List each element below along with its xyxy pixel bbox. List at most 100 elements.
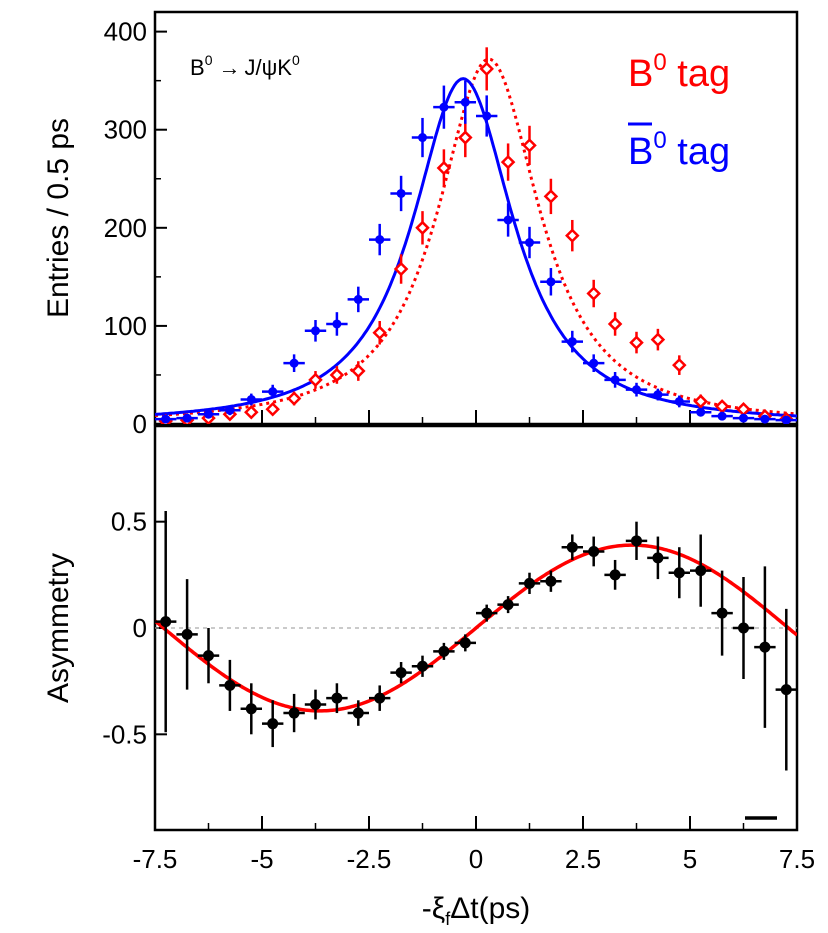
data-point — [717, 411, 727, 421]
data-point — [353, 294, 363, 304]
legend: B0 tag B0 tag — [628, 49, 730, 173]
legend-b0bar-tag: B0 tag — [628, 127, 730, 173]
y-tick-label: 0 — [133, 409, 147, 439]
data-point — [204, 409, 213, 419]
data-point — [460, 97, 470, 107]
data-point — [182, 413, 192, 423]
data-point — [609, 569, 621, 581]
data-point — [288, 707, 300, 719]
data-point — [393, 261, 409, 277]
y-tick-label: 0 — [133, 613, 147, 643]
data-point — [268, 387, 278, 397]
data-point — [332, 319, 342, 329]
b0-tag-points — [158, 47, 794, 424]
data-point — [610, 375, 620, 385]
legend-b0-tag: B0 tag — [628, 49, 730, 95]
data-point — [224, 679, 236, 691]
y-tick-label: 0.5 — [111, 507, 147, 537]
data-point — [543, 189, 559, 204]
data-point — [479, 61, 494, 77]
data-point — [503, 215, 513, 225]
data-point — [632, 385, 641, 395]
data-point — [546, 277, 556, 287]
data-point — [481, 607, 493, 619]
data-point — [566, 541, 578, 553]
data-point — [160, 616, 172, 628]
data-point — [329, 367, 345, 383]
data-point — [375, 235, 385, 245]
data-point — [589, 358, 599, 368]
data-point — [629, 335, 644, 350]
y-tick-label: 200 — [104, 213, 147, 243]
data-point — [246, 394, 256, 404]
data-point — [739, 413, 748, 423]
data-point — [395, 667, 407, 679]
data-point — [311, 326, 320, 336]
data-point — [289, 358, 299, 368]
data-point — [716, 607, 728, 619]
data-point — [524, 577, 535, 589]
data-point — [652, 552, 664, 564]
data-point — [673, 567, 685, 579]
data-point — [781, 415, 791, 424]
data-point — [674, 396, 684, 406]
data-point — [500, 154, 516, 170]
data-point — [372, 325, 387, 341]
data-point — [438, 645, 450, 657]
data-point — [760, 414, 770, 424]
data-point — [482, 111, 492, 121]
y-tick-label: 100 — [104, 311, 147, 341]
data-point — [458, 130, 473, 145]
data-point — [502, 599, 514, 611]
b0-tag-fit-curve — [155, 57, 797, 417]
data-point — [244, 404, 259, 420]
x-tick-label: -2.5 — [347, 844, 392, 874]
data-point — [672, 357, 687, 373]
bottom-y-axis-label: Asymmetry — [42, 553, 75, 703]
data-point — [693, 394, 708, 409]
data-point — [351, 363, 366, 379]
data-point — [522, 138, 537, 153]
data-point — [759, 641, 771, 653]
data-point — [459, 637, 471, 649]
asymmetry-fit-curve — [155, 543, 797, 713]
data-point — [586, 286, 601, 301]
b0bar-tag-points — [155, 80, 797, 424]
x-tick-label: 7.5 — [779, 844, 815, 874]
data-point — [161, 414, 171, 424]
data-point — [439, 102, 449, 112]
data-point — [436, 160, 452, 176]
data-point — [545, 575, 557, 587]
data-point — [310, 699, 321, 711]
data-point — [415, 220, 430, 236]
data-point — [417, 660, 428, 672]
x-tick-label: 5 — [683, 844, 697, 874]
data-point — [525, 238, 534, 248]
top-y-axis-label: Entries / 0.5 ps — [42, 118, 75, 318]
data-point — [695, 565, 707, 577]
y-tick-label: -0.5 — [102, 719, 147, 749]
data-point — [308, 372, 323, 388]
data-point — [565, 228, 580, 243]
data-point — [607, 316, 623, 332]
decay-annotation: B0 → J/ψK0 — [190, 52, 300, 80]
data-point — [653, 390, 663, 400]
data-point — [203, 650, 214, 662]
top-y-axis: 0 100 200 300 400 — [104, 17, 167, 439]
x-tick-label: 0 — [469, 844, 483, 874]
data-point — [225, 405, 235, 415]
x-tick-label: -5 — [250, 844, 273, 874]
x-tick-label: 2.5 — [565, 844, 601, 874]
data-point — [245, 703, 257, 715]
data-point — [331, 692, 343, 704]
asymmetry-points — [155, 511, 797, 771]
bottom-y-axis: -0.5 0 0.5 — [102, 507, 167, 749]
data-point — [265, 402, 280, 417]
b0bar-tag-fit-curve — [155, 77, 797, 418]
data-point — [267, 718, 279, 730]
data-point — [286, 391, 302, 406]
data-point — [181, 628, 193, 640]
data-point — [631, 535, 642, 547]
data-point — [738, 622, 749, 634]
